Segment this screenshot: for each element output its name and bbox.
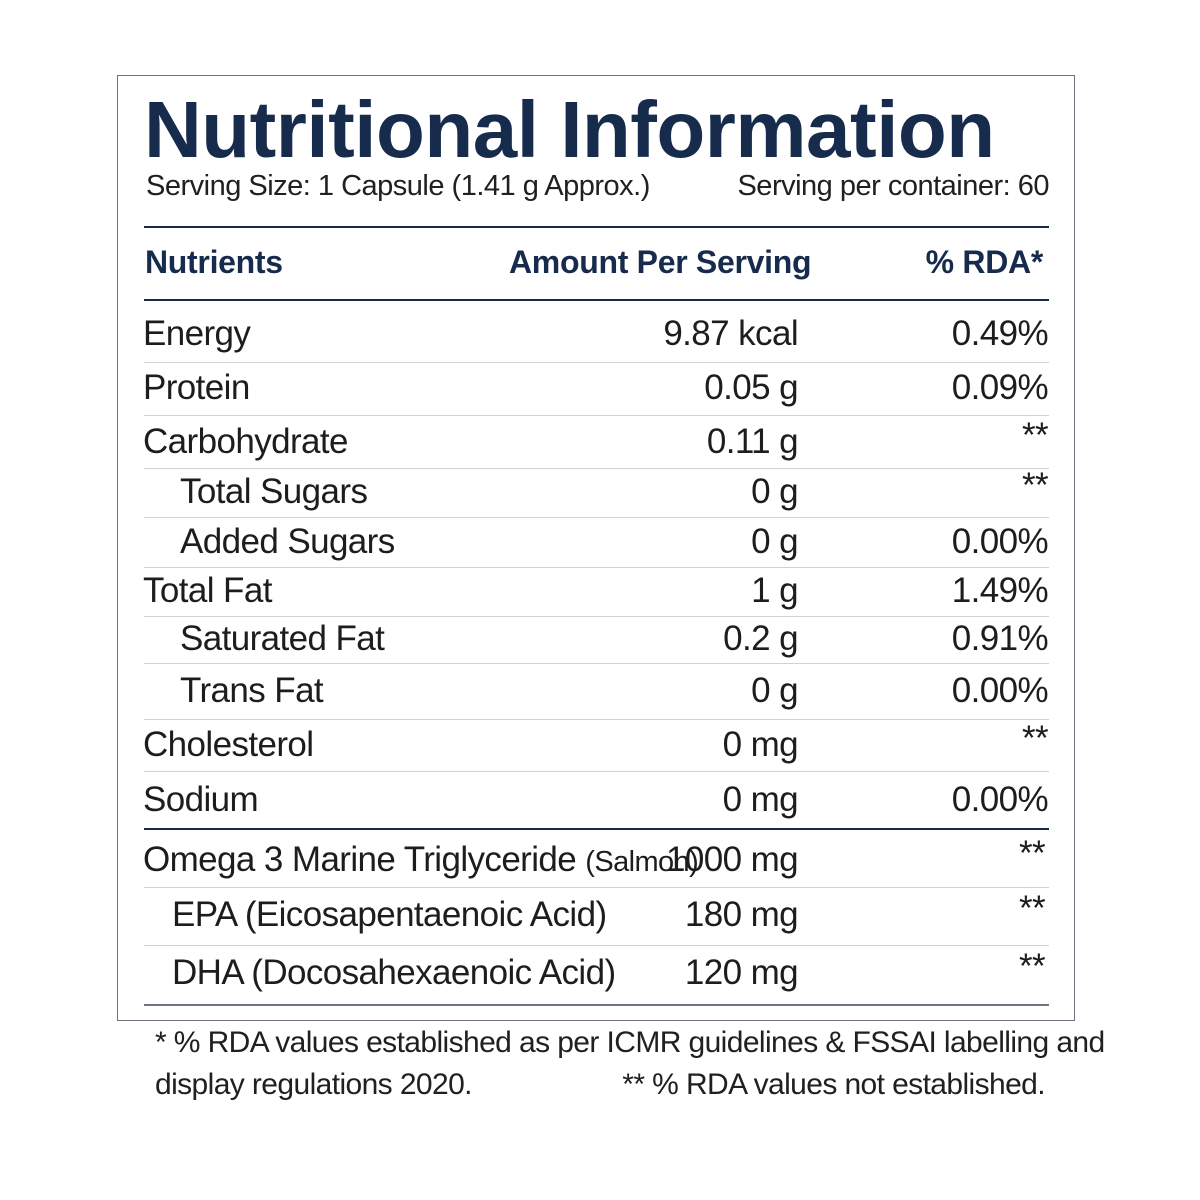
- row-divider: [144, 719, 1049, 720]
- row-divider: [144, 887, 1049, 888]
- header-amount: Amount Per Serving: [509, 244, 812, 280]
- nutrition-panel: [117, 75, 1075, 1021]
- row-divider: [144, 945, 1049, 946]
- nutrient-name: Trans Fat: [180, 671, 324, 710]
- footnote-rda-established: * % RDA values established as per ICMR g…: [155, 1026, 1105, 1059]
- nutrient-amount: 1 g: [751, 571, 798, 610]
- row-divider: [144, 771, 1049, 772]
- divider-top: [144, 226, 1049, 228]
- omega-rda: **: [1018, 834, 1046, 873]
- nutrient-amount: 0 mg: [722, 780, 799, 819]
- footnote-rda-not-established: ** % RDA values not established.: [622, 1068, 1045, 1101]
- nutrient-amount: 9.87 kcal: [663, 314, 798, 353]
- nutrient-rda: 0.00%: [951, 671, 1049, 710]
- dha-amount: 120 mg: [684, 953, 799, 992]
- epa-amount: 180 mg: [684, 895, 799, 934]
- epa-rda: **: [1018, 889, 1046, 928]
- nutrient-rda: 0.49%: [951, 314, 1049, 353]
- nutrient-rda: **: [1021, 416, 1049, 455]
- divider-footnote: [144, 1004, 1049, 1006]
- row-divider: [144, 468, 1049, 469]
- nutrient-rda: 1.49%: [951, 571, 1049, 610]
- omega-amount: 1000 mg: [665, 840, 799, 879]
- nutrient-amount: 0 mg: [722, 725, 799, 764]
- row-divider: [144, 415, 1049, 416]
- nutrient-name: Saturated Fat: [180, 619, 385, 658]
- row-divider: [144, 362, 1049, 363]
- divider-omega: [144, 828, 1049, 830]
- nutrient-name: Carbohydrate: [143, 422, 348, 461]
- servings-per-container: Serving per container: 60: [737, 170, 1049, 202]
- nutrient-amount: 0 g: [751, 671, 798, 710]
- nutrient-name: Total Sugars: [180, 472, 368, 511]
- dha-rda: **: [1018, 947, 1046, 986]
- nutrient-rda: **: [1021, 466, 1049, 505]
- row-divider: [144, 517, 1049, 518]
- nutrient-rda: 0.00%: [951, 522, 1049, 561]
- omega-source: (Salmon): [585, 846, 699, 878]
- omega-name: Omega 3 Marine Triglyceride (Salmon): [143, 840, 699, 882]
- epa-name: EPA (Eicosapentaenoic Acid): [172, 895, 607, 934]
- nutrient-name: Sodium: [143, 780, 259, 819]
- omega-label: Omega 3 Marine Triglyceride: [143, 840, 577, 879]
- nutrient-amount: 0 g: [751, 472, 798, 511]
- dha-name: DHA (Docosahexaenoic Acid): [172, 953, 616, 992]
- nutrient-name: Added Sugars: [180, 522, 395, 561]
- nutrient-name: Total Fat: [143, 571, 272, 610]
- nutrient-rda: **: [1021, 719, 1049, 758]
- row-divider: [144, 567, 1049, 568]
- divider-header: [144, 299, 1049, 301]
- nutrient-name: Energy: [143, 314, 251, 353]
- nutrient-name: Protein: [143, 368, 250, 407]
- nutrient-amount: 0.11 g: [706, 422, 799, 461]
- header-rda: % RDA*: [925, 244, 1044, 280]
- serving-size: Serving Size: 1 Capsule (1.41 g Approx.): [146, 170, 650, 202]
- nutrient-rda: 0.00%: [951, 780, 1049, 819]
- nutrient-amount: 0 g: [751, 522, 798, 561]
- header-nutrients: Nutrients: [145, 244, 283, 280]
- footnote-regulations: display regulations 2020.: [155, 1068, 472, 1101]
- page-title: Nutritional Information: [144, 85, 995, 174]
- nutrient-name: Cholesterol: [143, 725, 314, 764]
- nutrient-amount: 0.2 g: [723, 619, 798, 658]
- row-divider: [144, 663, 1049, 664]
- nutrient-amount: 0.05 g: [704, 368, 798, 407]
- row-divider: [144, 616, 1049, 617]
- nutrient-rda: 0.91%: [951, 619, 1049, 658]
- nutrient-rda: 0.09%: [951, 368, 1049, 407]
